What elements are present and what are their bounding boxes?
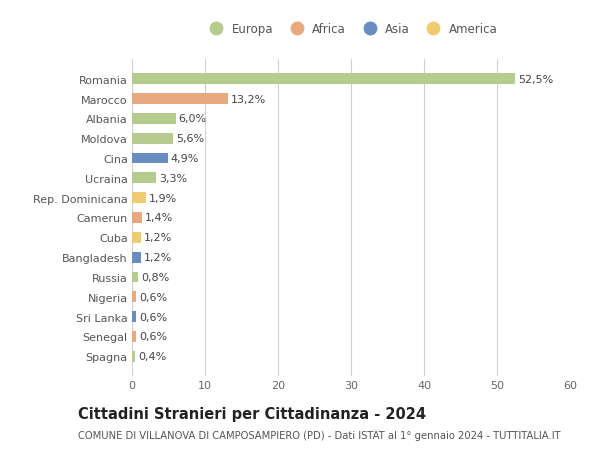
Text: 52,5%: 52,5%	[518, 74, 553, 84]
Bar	[132, 312, 136, 322]
Bar	[132, 173, 156, 184]
Bar	[132, 94, 229, 105]
Bar	[132, 74, 515, 85]
Text: 0,4%: 0,4%	[138, 352, 166, 362]
Text: 13,2%: 13,2%	[231, 94, 266, 104]
Text: 0,6%: 0,6%	[139, 332, 167, 342]
Bar	[132, 331, 136, 342]
Text: 5,6%: 5,6%	[176, 134, 204, 144]
Text: 3,3%: 3,3%	[159, 174, 187, 184]
Text: 1,2%: 1,2%	[143, 233, 172, 243]
Bar	[132, 213, 142, 224]
Text: Cittadini Stranieri per Cittadinanza - 2024: Cittadini Stranieri per Cittadinanza - 2…	[78, 406, 426, 421]
Text: 6,0%: 6,0%	[179, 114, 207, 124]
Bar	[132, 351, 135, 362]
Bar	[132, 292, 136, 302]
Text: 1,9%: 1,9%	[149, 193, 177, 203]
Bar	[132, 193, 146, 204]
Bar	[132, 252, 141, 263]
Text: COMUNE DI VILLANOVA DI CAMPOSAMPIERO (PD) - Dati ISTAT al 1° gennaio 2024 - TUTT: COMUNE DI VILLANOVA DI CAMPOSAMPIERO (PD…	[78, 431, 560, 441]
Text: 0,6%: 0,6%	[139, 292, 167, 302]
Text: 1,2%: 1,2%	[143, 252, 172, 263]
Bar	[132, 232, 141, 243]
Bar	[132, 272, 138, 283]
Text: 4,9%: 4,9%	[170, 154, 199, 164]
Bar	[132, 134, 173, 144]
Text: 0,8%: 0,8%	[141, 272, 169, 282]
Legend: Europa, Africa, Asia, America: Europa, Africa, Asia, America	[200, 18, 502, 40]
Bar	[132, 153, 168, 164]
Text: 0,6%: 0,6%	[139, 312, 167, 322]
Bar	[132, 114, 176, 124]
Text: 1,4%: 1,4%	[145, 213, 173, 223]
